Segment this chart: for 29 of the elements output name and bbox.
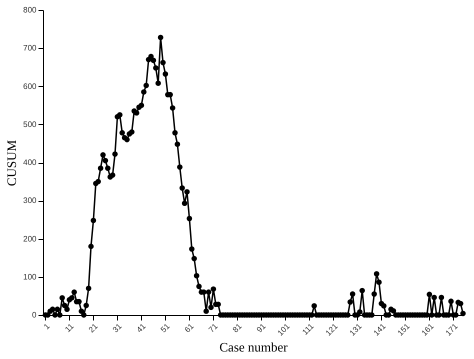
y-tick-label: 800 <box>23 6 38 14</box>
y-axis-title: CUSUM <box>4 139 20 186</box>
x-tick-label: 71 <box>206 321 220 334</box>
x-tick-label: 21 <box>86 321 100 334</box>
x-tick-label: 111 <box>300 321 316 337</box>
y-tick-label: 200 <box>23 234 38 244</box>
x-tick-label: 131 <box>348 321 364 338</box>
x-tick-label: 91 <box>254 321 268 334</box>
x-tick-label: 121 <box>324 321 340 338</box>
x-tick-label: 171 <box>444 321 460 338</box>
x-tick-label: 31 <box>110 321 124 334</box>
x-tick-label: 151 <box>396 321 412 338</box>
y-tick-label: 500 <box>23 120 38 129</box>
x-axis-title: Case number <box>219 340 288 355</box>
x-tick-label: 51 <box>158 321 172 334</box>
x-tick-label: 41 <box>134 321 148 334</box>
y-tick-label: 400 <box>23 158 38 167</box>
y-tick-label: 600 <box>23 82 38 91</box>
x-tick-label: 1 <box>42 321 52 332</box>
x-tick-label: 61 <box>182 321 196 334</box>
x-tick-label: 101 <box>276 321 292 338</box>
y-tick-label: 100 <box>23 272 38 282</box>
x-tick-label: 81 <box>230 321 244 334</box>
x-tick-label: 11 <box>63 321 76 334</box>
y-tick-label: 700 <box>23 44 38 53</box>
x-tick-label: 141 <box>372 321 388 338</box>
x-tick-label: 161 <box>420 321 436 338</box>
y-tick-label: 0 <box>32 310 38 320</box>
y-tick-label: 300 <box>23 196 38 206</box>
